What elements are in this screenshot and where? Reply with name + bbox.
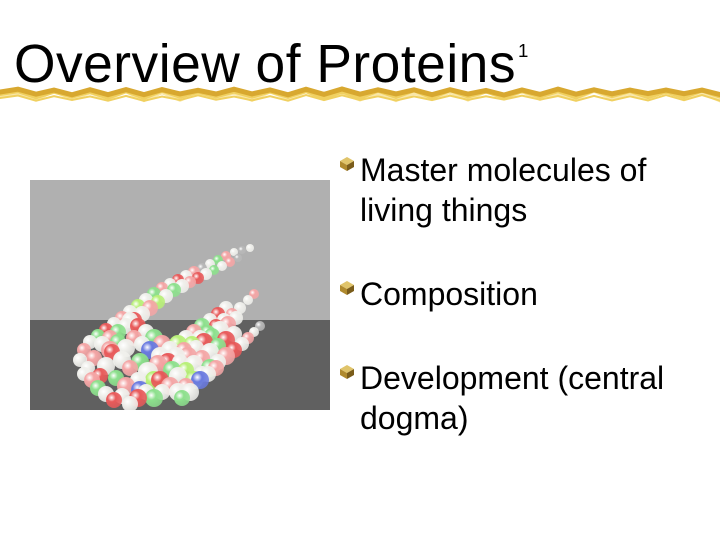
bullet-item: Master molecules of living things — [340, 150, 690, 230]
bullet-item: Composition — [340, 274, 690, 314]
title-underline-brush — [0, 84, 720, 104]
bullet-item: Development (central dogma) — [340, 358, 690, 438]
bullet-text: Composition — [360, 274, 538, 314]
title-superscript: 1 — [518, 40, 528, 62]
bullet-marker-icon — [340, 157, 354, 171]
bullet-text: Master molecules of living things — [360, 150, 690, 230]
bullet-marker-icon — [340, 365, 354, 379]
protein-3d-image — [30, 180, 330, 410]
bullet-list: Master molecules of living things Composi… — [340, 150, 720, 482]
bullet-text: Development (central dogma) — [360, 358, 690, 438]
bullet-marker-icon — [340, 281, 354, 295]
